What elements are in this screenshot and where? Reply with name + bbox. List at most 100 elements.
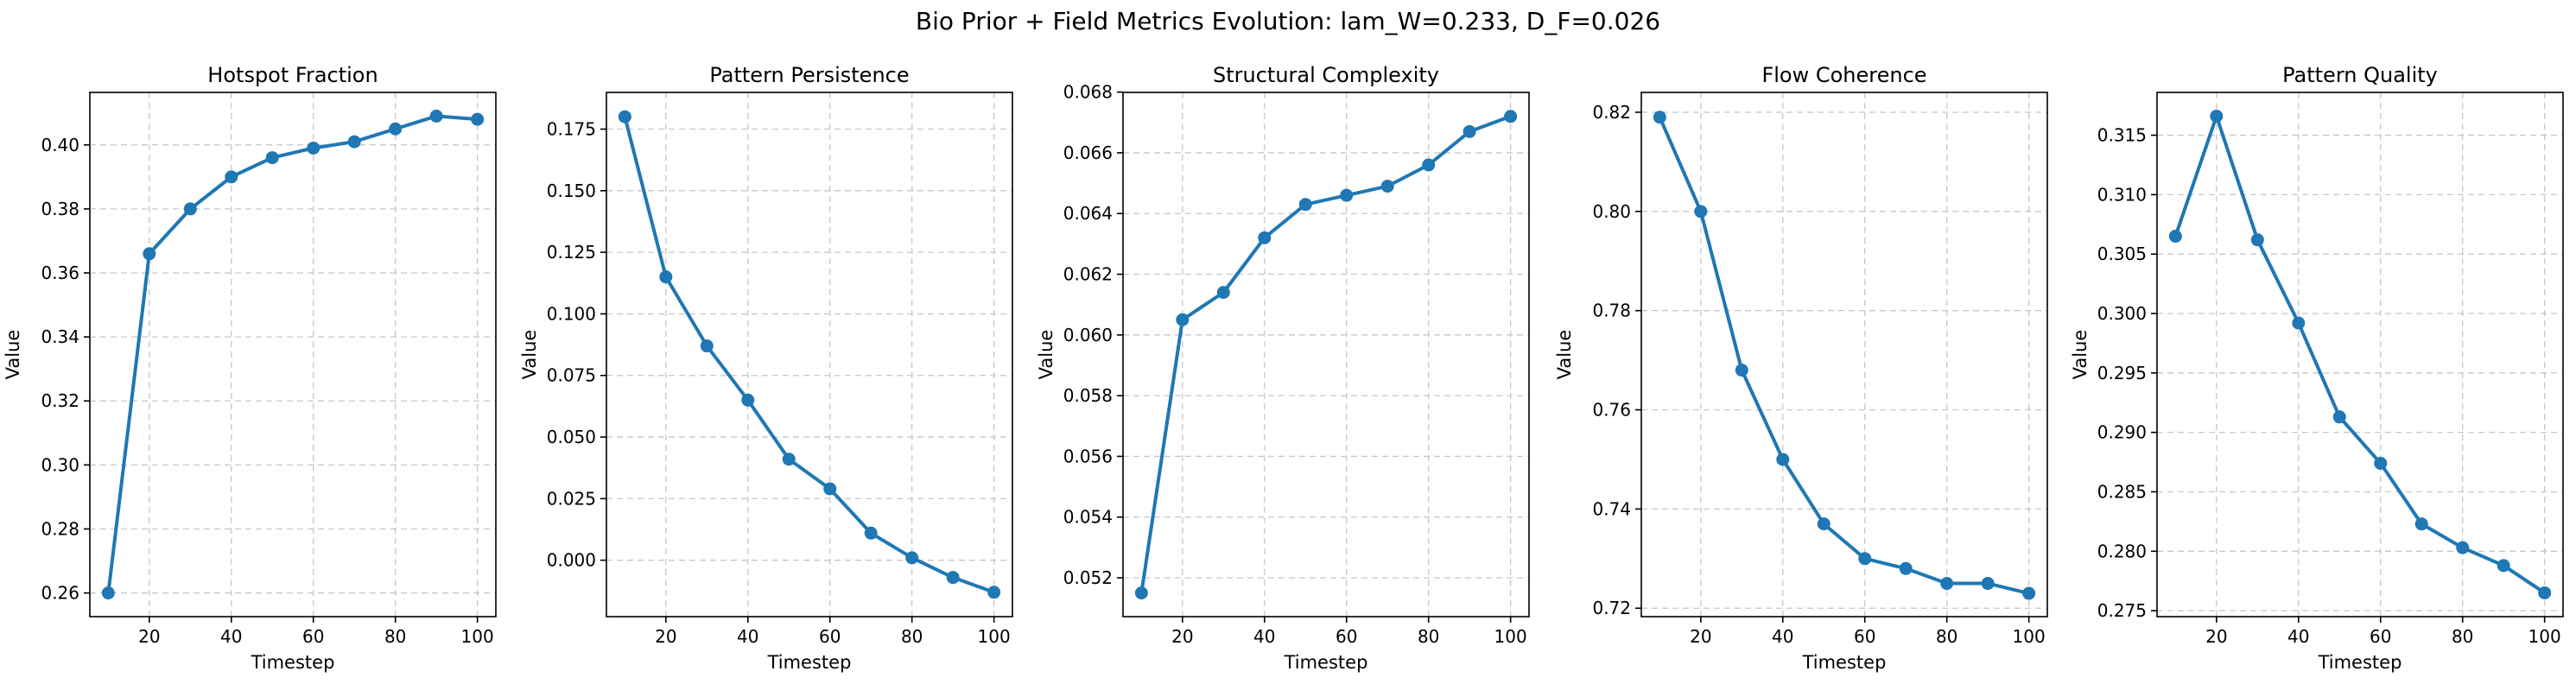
plot-frame bbox=[2156, 92, 2564, 618]
data-point bbox=[101, 586, 115, 600]
y-tick-label: 0.36 bbox=[41, 263, 79, 283]
data-point bbox=[2497, 559, 2510, 573]
data-point bbox=[1694, 205, 1708, 218]
y-tick-label: 0.285 bbox=[2097, 481, 2147, 502]
y-tick-label: 0.100 bbox=[547, 303, 596, 324]
x-axis-label: Timestep bbox=[2318, 652, 2402, 673]
y-tick-label: 0.76 bbox=[1592, 400, 1631, 421]
y-axis-label: Value bbox=[519, 330, 540, 380]
data-point bbox=[659, 270, 673, 284]
y-tick-label: 0.025 bbox=[547, 488, 596, 509]
y-tick-label: 0.275 bbox=[2097, 600, 2147, 621]
x-tick-label: 20 bbox=[655, 626, 676, 647]
data-point bbox=[307, 141, 320, 155]
y-tick-label: 0.068 bbox=[1063, 82, 1113, 103]
plot-frame bbox=[1640, 92, 2048, 618]
y-axis-label: Value bbox=[1554, 330, 1575, 380]
data-point bbox=[2292, 316, 2306, 330]
x-tick-label: 20 bbox=[138, 626, 160, 647]
y-tick-label: 0.34 bbox=[41, 326, 79, 347]
data-point bbox=[1380, 180, 1394, 193]
x-tick-label: 100 bbox=[2528, 626, 2561, 647]
series-line bbox=[1658, 116, 2030, 595]
data-point bbox=[2374, 456, 2388, 470]
panel-title: Flow Coherence bbox=[1761, 63, 1926, 87]
data-point bbox=[347, 135, 361, 149]
y-tick-label: 0.40 bbox=[41, 135, 79, 155]
data-point bbox=[741, 393, 755, 407]
data-point bbox=[471, 112, 485, 126]
y-tick-label: 0.054 bbox=[1063, 507, 1113, 528]
y-tick-label: 0.30 bbox=[41, 454, 79, 475]
data-point bbox=[1422, 158, 1436, 172]
data-point bbox=[2210, 110, 2224, 124]
data-point bbox=[946, 571, 960, 585]
x-tick-label: 60 bbox=[819, 626, 841, 647]
figure-title: Bio Prior + Field Metrics Evolution: lam… bbox=[915, 7, 1661, 35]
series-line bbox=[623, 116, 995, 594]
y-tick-label: 0.064 bbox=[1063, 203, 1113, 224]
y-tick-label: 0.28 bbox=[41, 518, 79, 539]
x-tick-label: 80 bbox=[1936, 626, 1957, 647]
x-axis-label: Timestep bbox=[251, 652, 335, 673]
x-tick-label: 40 bbox=[2287, 626, 2309, 647]
x-tick-label: 20 bbox=[1690, 626, 1711, 647]
x-tick-label: 40 bbox=[1253, 626, 1275, 647]
plot-frame bbox=[89, 92, 497, 618]
data-point bbox=[1899, 561, 1913, 575]
data-point bbox=[2538, 586, 2552, 599]
x-tick-label: 40 bbox=[1772, 626, 1793, 647]
y-tick-label: 0.062 bbox=[1063, 264, 1113, 285]
data-point bbox=[905, 551, 919, 565]
data-point bbox=[1216, 286, 1230, 300]
x-tick-label: 20 bbox=[2205, 626, 2227, 647]
data-point bbox=[1298, 198, 1312, 212]
x-tick-label: 60 bbox=[2370, 626, 2391, 647]
x-tick-label: 100 bbox=[461, 626, 494, 647]
y-tick-label: 0.075 bbox=[547, 365, 596, 386]
data-point bbox=[782, 453, 796, 466]
data-point bbox=[1981, 577, 1995, 591]
x-tick-label: 40 bbox=[220, 626, 242, 647]
y-axis-label: Value bbox=[2070, 330, 2091, 380]
data-point bbox=[429, 109, 443, 123]
y-tick-label: 0.290 bbox=[2097, 422, 2147, 443]
series-line bbox=[106, 114, 478, 593]
data-point bbox=[183, 202, 197, 216]
series-line bbox=[2173, 114, 2546, 595]
y-tick-label: 0.300 bbox=[2097, 303, 2147, 324]
data-point bbox=[389, 122, 403, 136]
y-axis-label: Value bbox=[1036, 330, 1056, 380]
y-tick-label: 0.060 bbox=[1063, 325, 1113, 345]
x-tick-label: 60 bbox=[1854, 626, 1875, 647]
data-point bbox=[1134, 586, 1148, 600]
data-point bbox=[1858, 552, 1872, 566]
y-tick-label: 0.000 bbox=[547, 550, 596, 571]
data-point bbox=[143, 247, 156, 261]
data-point bbox=[823, 482, 837, 496]
x-tick-label: 100 bbox=[1494, 626, 1527, 647]
data-point bbox=[2250, 233, 2264, 247]
data-point bbox=[2332, 410, 2346, 424]
data-point bbox=[1340, 188, 1354, 202]
data-point bbox=[2168, 230, 2182, 244]
data-point bbox=[1504, 110, 1518, 124]
y-tick-label: 0.125 bbox=[547, 242, 596, 263]
y-tick-label: 0.315 bbox=[2097, 125, 2147, 146]
panel-title: Pattern Quality bbox=[2282, 63, 2438, 87]
x-axis-label: Timestep bbox=[767, 652, 852, 673]
y-tick-label: 0.72 bbox=[1592, 598, 1631, 618]
x-tick-label: 60 bbox=[302, 626, 324, 647]
data-point bbox=[1817, 517, 1830, 531]
x-tick-label: 80 bbox=[901, 626, 923, 647]
plot-frame bbox=[606, 92, 1013, 618]
x-axis-label: Timestep bbox=[1284, 652, 1368, 673]
data-point bbox=[1462, 124, 1476, 138]
data-point bbox=[1258, 231, 1272, 244]
y-tick-label: 0.80 bbox=[1592, 201, 1631, 222]
data-point bbox=[1776, 453, 1790, 466]
panel-title: Hotspot Fraction bbox=[207, 63, 378, 87]
